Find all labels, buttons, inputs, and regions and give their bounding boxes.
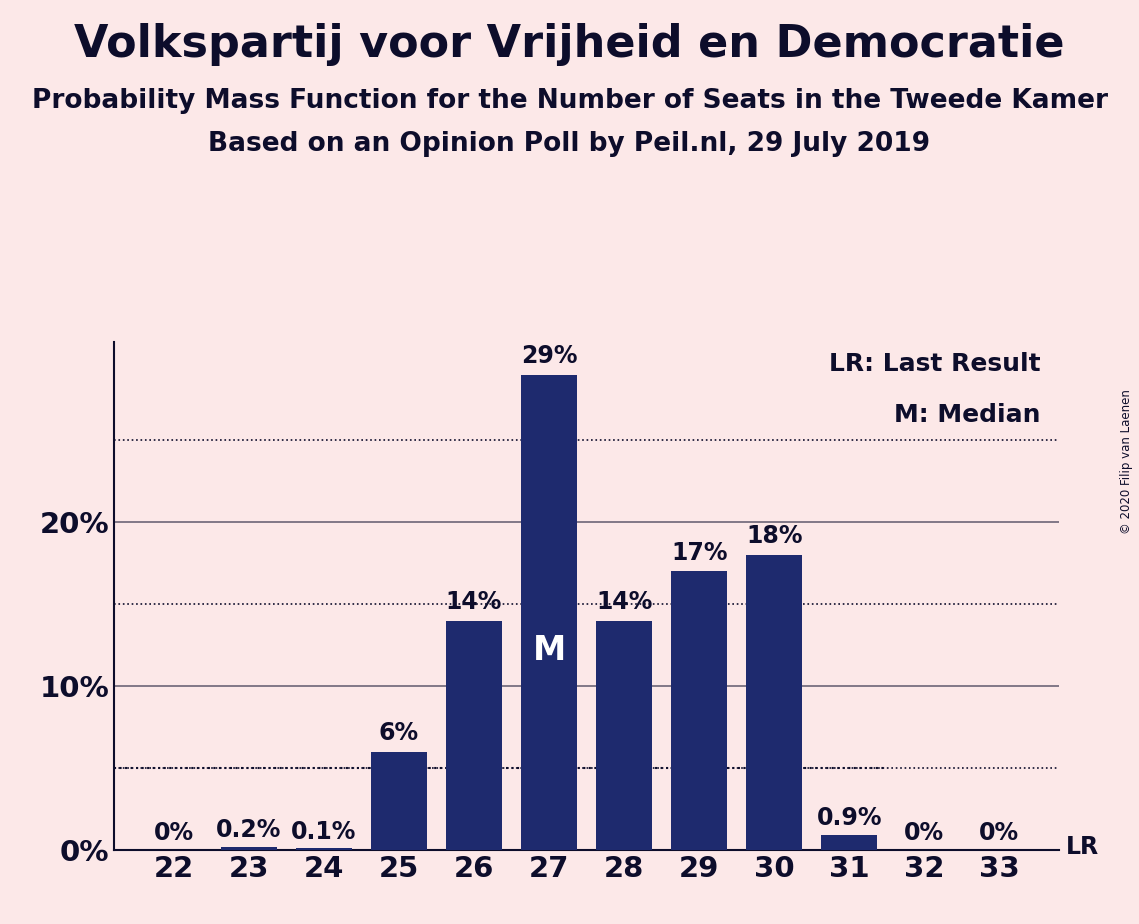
Bar [221, 846, 277, 850]
Text: 0%: 0% [904, 821, 944, 845]
Text: 0%: 0% [154, 821, 194, 845]
Bar [671, 571, 728, 850]
Text: 0.2%: 0.2% [216, 818, 281, 842]
Text: 18%: 18% [746, 525, 802, 549]
Bar [596, 621, 653, 850]
Text: M: Median: M: Median [894, 403, 1040, 427]
Text: LR: Last Result: LR: Last Result [829, 352, 1040, 376]
Text: 0%: 0% [980, 821, 1019, 845]
Bar [821, 835, 877, 850]
Bar [296, 848, 352, 850]
Text: 0.9%: 0.9% [817, 807, 882, 831]
Bar [521, 374, 577, 850]
Text: © 2020 Filip van Laenen: © 2020 Filip van Laenen [1121, 390, 1133, 534]
Bar [746, 555, 802, 850]
Text: 14%: 14% [596, 590, 653, 614]
Text: LR: LR [1066, 835, 1099, 859]
Text: M: M [532, 634, 566, 667]
Text: 29%: 29% [521, 344, 577, 368]
Text: 17%: 17% [671, 541, 728, 565]
Text: Volkspartij voor Vrijheid en Democratie: Volkspartij voor Vrijheid en Democratie [74, 23, 1065, 67]
Text: 14%: 14% [445, 590, 502, 614]
Bar [371, 752, 427, 850]
Text: Based on an Opinion Poll by Peil.nl, 29 July 2019: Based on an Opinion Poll by Peil.nl, 29 … [208, 131, 931, 157]
Text: Probability Mass Function for the Number of Seats in the Tweede Kamer: Probability Mass Function for the Number… [32, 88, 1107, 114]
Bar [445, 621, 502, 850]
Text: 6%: 6% [379, 721, 419, 745]
Text: 0.1%: 0.1% [292, 820, 357, 844]
